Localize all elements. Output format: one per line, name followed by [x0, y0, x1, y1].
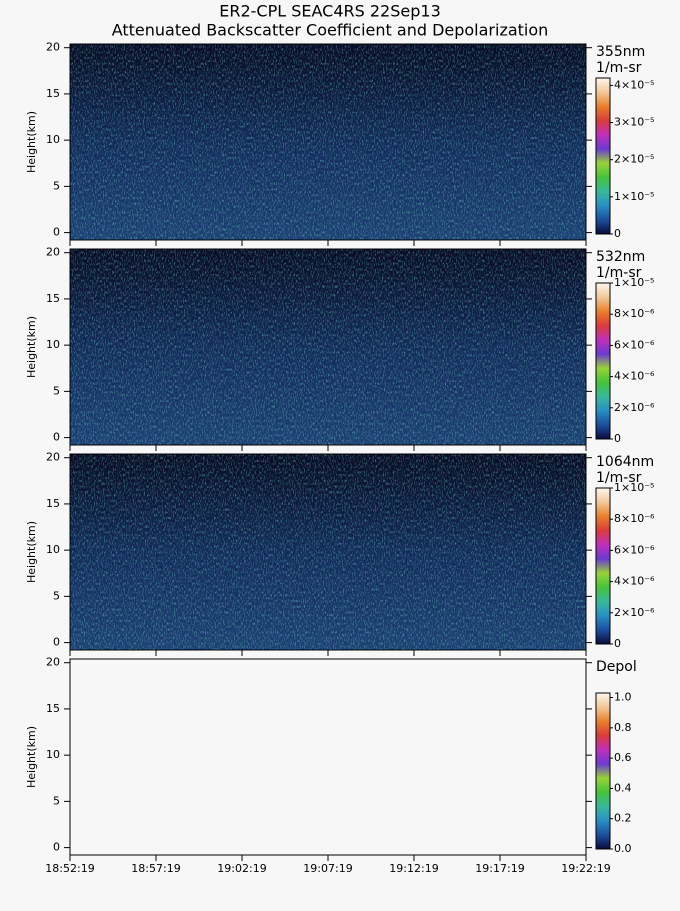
y-axis-label: Height(km)	[25, 111, 38, 173]
colorbar-tick-label: 1×10⁻⁵	[614, 276, 654, 289]
chart-title: ER2-CPL SEAC4RS 22Sep13	[219, 2, 441, 21]
y-tick-label: 10	[46, 338, 60, 351]
y-tick-label: 15	[46, 497, 60, 510]
colorbar	[595, 487, 611, 645]
y-tick-label: 5	[53, 179, 60, 192]
y-tick-label: 0	[53, 226, 60, 239]
colorbar-tick-label: 3×10⁻⁵	[614, 116, 654, 129]
y-tick-label: 10	[46, 748, 60, 761]
x-tick-label: 19:12:19	[389, 862, 438, 875]
y-tick-label: 5	[53, 384, 60, 397]
colorbar-tick-label: 2×10⁻⁶	[614, 606, 655, 619]
colorbar-tick-label: 0.4	[614, 781, 632, 794]
y-tick-label: 20	[46, 246, 60, 259]
chart-subtitle: Attenuated Backscatter Coefficient and D…	[112, 21, 549, 40]
x-tick-label: 19:22:19	[561, 862, 610, 875]
colorbar-tick-label: 0.2	[614, 812, 632, 825]
colorbar	[595, 282, 611, 440]
y-tick-label: 15	[46, 292, 60, 305]
y-tick-label: 5	[53, 589, 60, 602]
x-tick-label: 19:02:19	[217, 862, 266, 875]
colorbar-tick-label: 4×10⁻⁵	[614, 78, 654, 91]
colorbar-tick-label: 8×10⁻⁶	[614, 307, 655, 320]
y-tick-label: 0	[53, 841, 60, 854]
colorbar	[595, 77, 611, 235]
y-tick-label: 10	[46, 133, 60, 146]
colorbar	[595, 692, 611, 850]
colorbar-label: 1/m-sr	[596, 265, 642, 281]
colorbar-label: 1/m-sr	[596, 60, 642, 76]
colorbar-tick-label: 4×10⁻⁶	[614, 370, 655, 383]
y-tick-label: 5	[53, 794, 60, 807]
colorbar-tick-label: 0	[614, 432, 621, 445]
colorbar-tick-label: 4×10⁻⁶	[614, 575, 655, 588]
colorbar-label: 532nm	[596, 249, 645, 265]
colorbar-tick-label: 0	[614, 637, 621, 650]
y-tick-label: 20	[46, 656, 60, 669]
colorbar-label: 1/m-sr	[596, 470, 642, 486]
y-tick-label: 10	[46, 543, 60, 556]
colorbar-tick-label: 6×10⁻⁶	[614, 338, 655, 351]
colorbar-tick-label: 1.0	[614, 691, 632, 704]
colorbar-tick-label: 0.6	[614, 751, 632, 764]
colorbar-tick-label: 2×10⁻⁶	[614, 401, 655, 414]
colorbar-label: 355nm	[596, 44, 645, 60]
y-tick-label: 0	[53, 431, 60, 444]
colorbar-tick-label: 1×10⁻⁵	[614, 481, 654, 494]
colorbar-label: Depol	[596, 659, 637, 675]
colorbar-tick-label: 6×10⁻⁶	[614, 543, 655, 556]
y-tick-label: 0	[53, 636, 60, 649]
y-axis-label: Height(km)	[25, 521, 38, 583]
plot-background	[70, 659, 586, 855]
y-axis-label: Height(km)	[25, 726, 38, 788]
colorbar-tick-label: 8×10⁻⁶	[614, 512, 655, 525]
y-axis-label: Height(km)	[25, 316, 38, 378]
x-tick-label: 19:07:19	[303, 862, 352, 875]
y-tick-label: 15	[46, 87, 60, 100]
x-tick-label: 19:17:19	[475, 862, 524, 875]
colorbar-tick-label: 0	[614, 227, 621, 240]
colorbar-tick-label: 1×10⁻⁵	[614, 190, 654, 203]
curtain-texture	[70, 249, 586, 445]
y-tick-label: 15	[46, 702, 60, 715]
curtain-texture	[70, 454, 586, 650]
x-tick-label: 18:57:19	[131, 862, 180, 875]
x-tick-label: 18:52:19	[45, 862, 94, 875]
colorbar-label: 1064nm	[596, 454, 654, 470]
colorbar-tick-label: 0.0	[614, 842, 632, 855]
curtain-texture	[70, 44, 586, 240]
y-tick-label: 20	[46, 41, 60, 54]
colorbar-tick-label: 2×10⁻⁵	[614, 153, 654, 166]
y-tick-label: 20	[46, 451, 60, 464]
colorbar-tick-label: 0.8	[614, 721, 632, 734]
